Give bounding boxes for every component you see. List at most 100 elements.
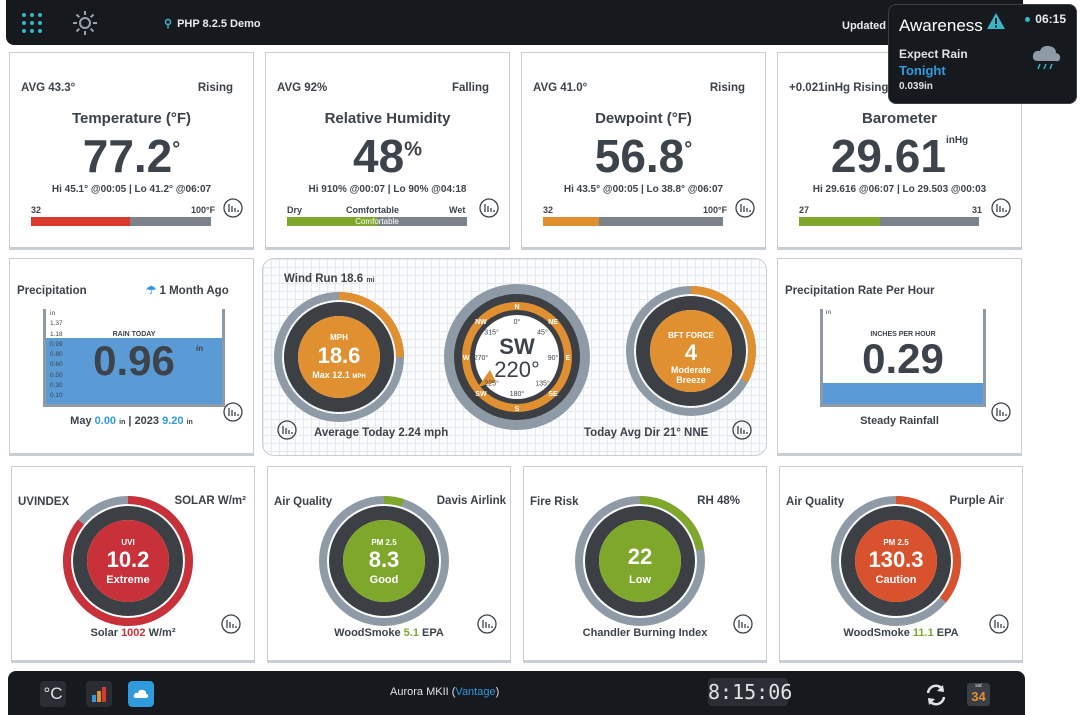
temperature-bar [31, 217, 211, 226]
beaufort-label: BFT FORCE [668, 331, 714, 340]
rain-rate-scale-unit: in [826, 309, 832, 316]
humidity-bar-mid: Comfortable [346, 205, 400, 215]
beaufort-desc1: Moderate [670, 365, 711, 375]
rain-cloud-icon [1032, 45, 1061, 70]
humidity-value: 48% [353, 130, 422, 182]
barometer-value: 29.61inHg [830, 130, 969, 182]
chart-icon[interactable] [989, 614, 1009, 634]
rain-rate-title: Precipitation Rate Per Hour [785, 285, 935, 297]
chart-icon[interactable] [735, 198, 755, 218]
fire-footer: Chandler Burning Index [582, 627, 708, 639]
chart-icon[interactable] [223, 402, 243, 422]
aq2-value: 130.3 [868, 547, 924, 572]
rain-rate-gauge: in INCHES PER HOUR 0.29 [820, 309, 986, 407]
aq2-footer: WoodSmoke 11.1 EPA [843, 627, 959, 639]
humidity-title: Relative Humidity [324, 110, 451, 127]
temperature-trend: Rising [197, 82, 233, 94]
chart-icon[interactable] [732, 420, 752, 440]
chart-icon[interactable] [221, 614, 241, 634]
compass-degree: 90° [548, 354, 559, 362]
celsius-toggle-button[interactable]: °C [40, 681, 66, 707]
chart-icon[interactable] [479, 198, 499, 218]
alert-title: Awareness [899, 16, 983, 35]
humidity-trend: Falling [451, 82, 489, 94]
compass-label: NW [475, 319, 487, 326]
precipitation-title: Precipitation [17, 285, 87, 297]
aq2-desc: Caution [875, 574, 917, 586]
chart-icon[interactable] [991, 402, 1011, 422]
bar-chart-icon[interactable] [86, 681, 112, 707]
fire-desc: Low [629, 574, 651, 586]
settings-sun-icon[interactable] [72, 10, 98, 36]
humidity-card: AVG 92% Falling Relative Humidity 48% Hi… [265, 52, 510, 250]
humidity-avg: AVG 92% [277, 82, 328, 94]
uv-gauge [63, 496, 193, 626]
wind-mph-label: MPH [330, 333, 348, 342]
wind-speed-value: 18.6 [317, 343, 361, 368]
location-link[interactable]: ⚲ PHP 8.2.5 Demo [164, 17, 261, 30]
rain-rate-level [823, 383, 983, 404]
humidity-bar-label: Comfortable [355, 217, 399, 226]
aq1-gauge [319, 496, 449, 626]
rain-today-unit: in [196, 344, 204, 353]
station-link[interactable]: Vantage [455, 686, 496, 698]
dewpoint-card: AVG 41.0° Rising Dewpoint (°F) 56.8° Hi … [521, 52, 766, 250]
barometer-bar-max: 31 [972, 205, 983, 215]
wind-max: Max 12.1 MPH [312, 370, 366, 380]
wind-run: Wind Run 18.6 mi [284, 273, 375, 285]
top-bar: ⚲ PHP 8.2.5 Demo Updated [6, 0, 1023, 45]
uv-label: UVI [121, 538, 135, 547]
gauge-arc [383, 496, 405, 507]
wind-avg-today: Average Today 2.24 mph [314, 427, 449, 439]
umbrella-icon: ☂ [146, 285, 157, 297]
compass-label: E [566, 355, 571, 362]
fire-title: Fire Risk [530, 496, 579, 508]
apps-grid-icon[interactable] [20, 11, 44, 35]
wind-direction: SW [499, 334, 535, 359]
precipitation-ago[interactable]: ☂ 1 Month Ago [146, 285, 229, 297]
dewpoint-bar-max: 100°F [703, 205, 728, 215]
compass-label: N [514, 304, 519, 311]
compass-degree: 315° [484, 329, 499, 337]
temperature-value: 77.2° [82, 130, 181, 182]
wind-speed-gauge [274, 292, 404, 422]
compass-label: SE [548, 391, 558, 398]
temperature-hilo: Hi 45.1° @00:05 | Lo 41.2° @06:07 [51, 184, 212, 195]
aq2-gauge [831, 496, 961, 626]
barometer-bar [799, 217, 979, 226]
aq1-source: Davis Airlink [436, 495, 506, 507]
wind-card: Wind Run 18.6 mi MPH 18.6 Max 12.1 MPH A… [262, 258, 767, 456]
fire-rh: RH 48% [697, 495, 740, 507]
dewpoint-avg: AVG 41.0° [533, 82, 588, 94]
barometer-title: Barometer [861, 110, 938, 127]
chart-icon[interactable] [223, 198, 243, 218]
humidity-bar-max: Wet [449, 205, 466, 215]
aq1-desc: Good [369, 574, 399, 586]
calendar-icon[interactable]: sat 34 [967, 683, 990, 706]
compass-degree: 135° [535, 379, 550, 387]
precipitation-footer: May 0.00 in | 2023 9.20 in [70, 415, 193, 427]
temperature-title: Temperature (°F) [71, 110, 192, 127]
compass-label: S [515, 406, 520, 413]
compass-degree: 225° [484, 379, 499, 387]
aq2-source: Purple Air [949, 495, 1004, 507]
compass-degree: 270° [474, 354, 489, 362]
uv-desc: Extreme [106, 574, 150, 586]
humidity-bar: Comfortable [287, 217, 467, 226]
alert-message: Expect Rain [899, 47, 968, 61]
temperature-card: AVG 43.3° Rising Temperature (°F) 77.2° … [9, 52, 254, 250]
rain-gauge: in 1.37 1.18 0.99 0.80 0.60 0.50 0.30 0.10 RAIN … [43, 309, 225, 407]
uv-card: UVINDEX SOLAR W/m² UVI 10.2 Extreme Sola… [11, 466, 255, 663]
uv-solar-label: SOLAR W/m² [174, 495, 246, 507]
chart-icon[interactable] [277, 420, 297, 440]
weather-app-icon[interactable] [128, 681, 154, 707]
rain-today-value: 0.96 [93, 337, 175, 384]
chart-icon[interactable] [991, 198, 1011, 218]
compass-label: NE [548, 319, 558, 326]
awareness-alert[interactable]: Awareness 06:15 Expect Rain Tonight 0.03… [888, 4, 1077, 104]
aq2-title: Air Quality [786, 496, 845, 508]
station-info: Aurora MKII (Vantage) [390, 686, 500, 698]
chart-icon[interactable] [477, 614, 497, 634]
chart-icon[interactable] [733, 614, 753, 634]
refresh-icon[interactable] [924, 683, 948, 707]
